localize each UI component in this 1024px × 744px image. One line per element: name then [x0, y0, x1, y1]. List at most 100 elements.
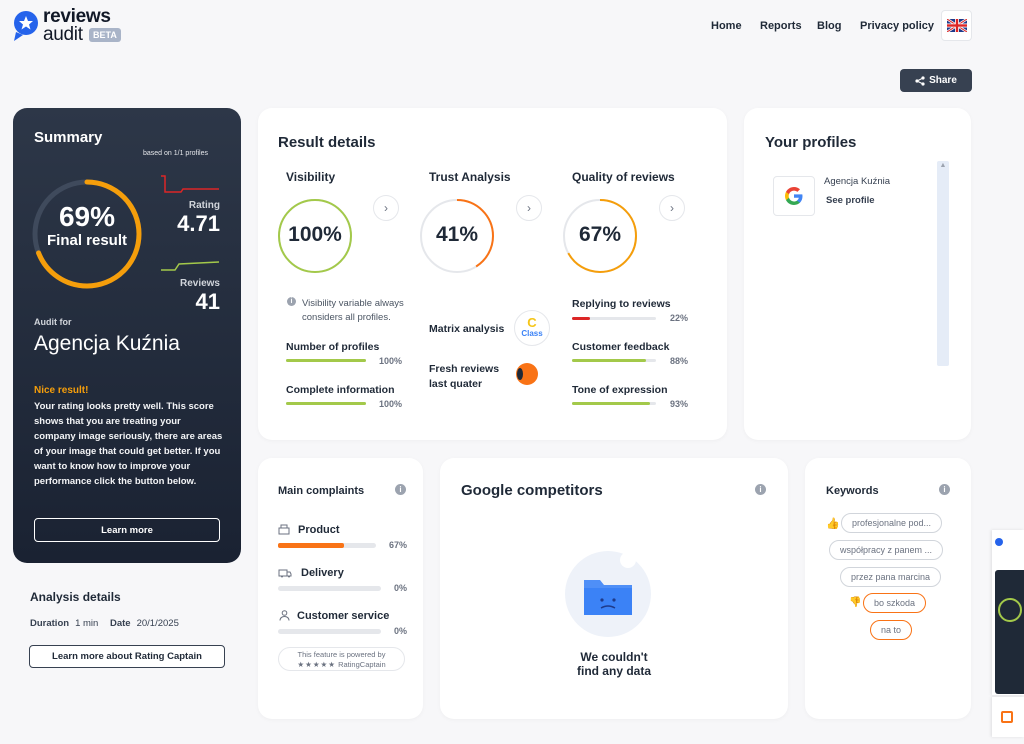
uk-flag-icon — [946, 19, 967, 32]
complaints-info-icon[interactable]: i — [395, 484, 406, 495]
feedback-widget[interactable] — [992, 697, 1024, 737]
date-label: Date — [110, 618, 131, 629]
summary-title: Summary — [34, 129, 103, 146]
fresh-reviews-label: Fresh reviews last quater — [429, 363, 500, 390]
language-button[interactable] — [941, 10, 972, 41]
matrix-class-badge: C Class — [514, 310, 550, 346]
profile-name: Agencja Kuźnia — [824, 176, 891, 187]
complete-information-label: Complete information — [286, 384, 395, 396]
customer-feedback-label: Customer feedback — [572, 341, 670, 353]
nav-reports[interactable]: Reports — [760, 20, 802, 32]
nav-home[interactable]: Home — [711, 20, 742, 32]
rating-value: 4.71 — [177, 211, 220, 236]
no-data-line1: We couldn't — [580, 650, 648, 664]
trust-details-button[interactable]: › — [516, 195, 542, 221]
preview-summary — [995, 570, 1024, 694]
replying-to-reviews-pct: 22% — [669, 313, 688, 323]
powered-by-badge[interactable]: This feature is powered by ★★★★★ RatingC… — [278, 647, 405, 671]
customer-service-icon — [279, 610, 290, 621]
complaint-product-label: Product — [298, 524, 340, 536]
visibility-details-button[interactable]: › — [373, 195, 399, 221]
trust-analysis-value: 41% — [435, 223, 479, 246]
visibility-title: Visibility — [286, 170, 336, 184]
visibility-note: Visibility variable always considers all… — [302, 298, 404, 323]
number-of-profiles-label: Number of profiles — [286, 341, 380, 353]
matrix-analysis-label: Matrix analysis — [429, 323, 505, 335]
profiles-scrollbar[interactable]: ▲ — [937, 161, 949, 366]
tone-of-expression-bar — [572, 402, 656, 405]
duration-label: Duration — [30, 618, 70, 629]
see-profile-link[interactable]: See profile — [826, 195, 875, 206]
visibility-ring — [278, 199, 352, 273]
complaint-delivery-label: Delivery — [301, 567, 344, 579]
duration-value: 1 min — [75, 618, 99, 629]
powered-by-text: This feature is powered by — [297, 650, 386, 659]
date-info: Date 20/1/2025 — [110, 618, 179, 629]
complaint-customer-service-bar — [278, 629, 381, 634]
report-preview-thumbnail[interactable] — [992, 530, 1024, 695]
result-description: Your rating looks pretty well. This scor… — [34, 401, 223, 487]
no-data-line2: find any data — [576, 664, 651, 678]
nav-privacy-policy[interactable]: Privacy policy — [860, 20, 934, 32]
competitors-info-icon[interactable]: i — [755, 484, 766, 495]
learn-more-button[interactable]: Learn more — [34, 518, 220, 542]
chevron-right-icon: › — [670, 201, 674, 215]
rating-label: Rating — [188, 200, 220, 211]
trust-analysis-ring — [420, 199, 494, 273]
beta-badge: BETA — [89, 28, 121, 42]
quality-details-button[interactable]: › — [659, 195, 685, 221]
share-icon — [915, 75, 925, 86]
visibility-value: 100% — [288, 223, 342, 246]
summary-card: Summary based on 1/1 profiles 69% Final … — [13, 108, 241, 563]
analysis-details-title: Analysis details — [30, 590, 121, 604]
complaint-customer-service-label: Customer service — [297, 610, 390, 622]
complaint-product-pct: 67% — [388, 540, 407, 550]
main-complaints-card: Main complaints i Product 67% Delivery 0… — [258, 458, 423, 719]
rating-sparkline — [161, 175, 219, 193]
complaint-product-bar — [278, 543, 376, 548]
audit-for-label: Audit for — [34, 317, 72, 327]
keyword-negative[interactable]: bo szkoda — [863, 593, 927, 613]
thumbs-down-icon: 👎 — [849, 597, 862, 608]
your-profiles-title: Your profiles — [765, 134, 857, 151]
complaint-customer-service-pct: 0% — [393, 626, 407, 636]
tone-of-expression-label: Tone of expression — [572, 384, 668, 396]
empty-folder-icon — [565, 551, 651, 637]
complaint-delivery-pct: 0% — [393, 583, 407, 593]
result-details-title: Result details — [278, 134, 376, 151]
main-complaints-title: Main complaints — [278, 485, 365, 497]
result-details-card: Result details Visibility 100% › i Visib… — [258, 108, 727, 440]
result-verdict: Nice result! — [34, 385, 89, 396]
your-profiles-card: Your profiles Agencja Kuźnia See profile… — [744, 108, 971, 440]
share-button[interactable]: Share — [900, 69, 972, 92]
scroll-up-icon[interactable]: ▲ — [939, 162, 947, 169]
thumbs-up-icon: 👍 — [826, 518, 840, 530]
keyword-positive[interactable]: przez pana marcina — [840, 567, 942, 587]
logo-icon — [14, 11, 38, 41]
feedback-icon — [1001, 711, 1013, 723]
complete-information-bar — [286, 402, 366, 405]
nav-blog[interactable]: Blog — [817, 20, 842, 32]
quality-of-reviews-value: 67% — [578, 223, 622, 246]
reviews-value: 41 — [195, 289, 220, 314]
keyword-positive[interactable]: współpracy z panem ... — [829, 540, 944, 560]
number-of-profiles-bar — [286, 359, 366, 362]
google-icon — [785, 187, 803, 205]
keyword-negative[interactable]: na to — [870, 620, 913, 640]
matrix-class-letter: C — [527, 315, 537, 330]
chevron-right-icon: › — [384, 201, 388, 215]
complete-information-pct: 100% — [378, 399, 402, 409]
share-label: Share — [929, 75, 957, 86]
date-value: 20/1/2025 — [136, 618, 179, 629]
rating-captain-text: RatingCaptain — [338, 660, 386, 669]
fresh-reviews-indicator-icon — [516, 363, 538, 385]
keyword-positive[interactable]: profesjonalne pod... — [841, 513, 943, 533]
learn-more-rating-captain-button[interactable]: Learn more about Rating Captain — [29, 645, 225, 668]
customer-feedback-pct: 88% — [669, 356, 688, 366]
chevron-right-icon: › — [527, 201, 531, 215]
delivery-truck-icon — [278, 569, 292, 578]
info-icon: i — [287, 297, 296, 306]
keywords-card: Keywords i 👍 profesjonalne pod... współp… — [805, 458, 971, 719]
google-profile-logo — [773, 176, 815, 216]
keywords-info-icon[interactable]: i — [939, 484, 950, 495]
